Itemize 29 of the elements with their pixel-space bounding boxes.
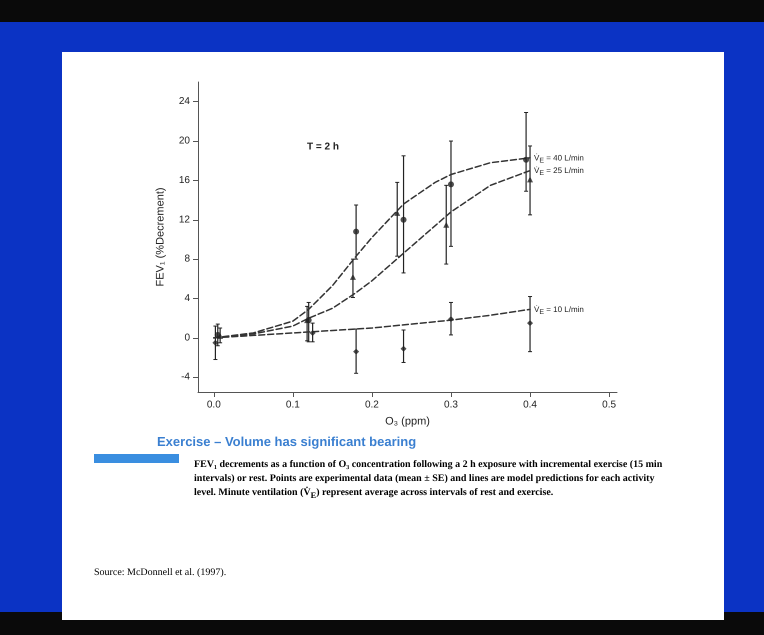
y-tick-label: 16 [178,174,190,186]
point [353,228,360,235]
point [448,181,454,188]
y-tick-label: -4 [181,372,190,383]
point [527,320,534,326]
x-tick-label: 0.5 [602,400,616,410]
point [353,348,360,355]
y-tick-label: 0 [184,332,190,344]
y-tick-label: 4 [184,293,190,304]
y-tick-label: 12 [178,214,190,226]
x-tick-label: 0.2 [364,400,380,410]
annotation: T = 2 h [307,142,339,152]
point [400,346,407,352]
y-tick-label: 24 [178,96,190,108]
point [448,316,454,322]
x-axis-title: O₃ (ppm) [385,416,430,428]
y-tick-label: 20 [178,136,190,147]
text: FEV₁ decrements as a function of O₃ concentration following a 2 h exposure with incremental exercise (15 min intervals) or rest. Points are experimental data (mean ± SE) and lines are model predictions for each activity level. Minute ventilation (V̇$_{E}$) represent average across intervals of rest and exercise. [194,458,664,502]
y-axis-title: FEV₁ (%Decrement) [154,187,166,287]
point [400,216,407,223]
point [523,156,530,163]
x-tick-label: 0.1 [286,400,300,410]
x-tick-label: 0.3 [444,400,458,410]
text: Exercise – Volume has significant bearing [157,434,418,449]
y-tick-label: 8 [184,254,190,265]
x-tick-label: 0.4 [523,400,538,410]
x-tick-label: 0.0 [206,400,222,410]
point [394,210,400,216]
source-note: Source: McDonnell et al. (1997). [94,567,226,578]
